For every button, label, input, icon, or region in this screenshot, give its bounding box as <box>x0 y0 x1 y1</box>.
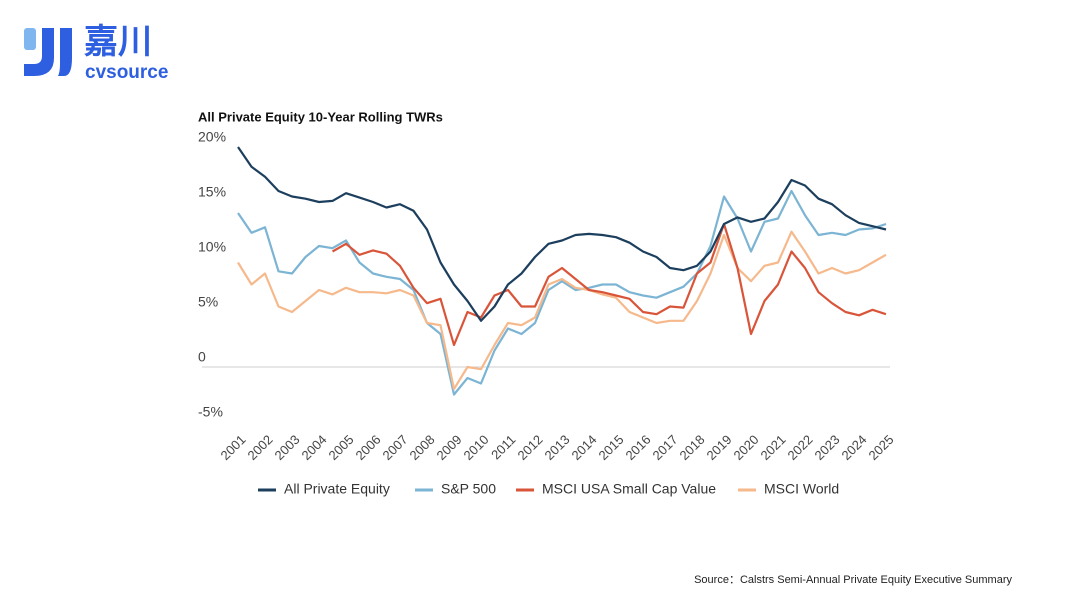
logo-bar <box>58 28 72 76</box>
x-tick-label: 2014 <box>568 432 599 463</box>
legend-label: MSCI USA Small Cap Value <box>542 481 716 497</box>
logo-bar <box>24 28 54 76</box>
x-tick-label: 2005 <box>325 432 356 463</box>
y-tick-label: 0 <box>198 349 206 365</box>
y-tick-label: 10% <box>198 239 226 255</box>
y-tick-label: 5% <box>198 294 218 310</box>
logo-mark <box>24 28 72 76</box>
legend-label: All Private Equity <box>284 481 390 497</box>
x-tick-label: 2011 <box>488 432 518 462</box>
legend-label: MSCI World <box>764 481 839 497</box>
x-tick-label: 2012 <box>514 432 545 463</box>
y-tick-label: -5% <box>198 404 223 420</box>
x-tick-label: 2022 <box>784 432 815 463</box>
x-tick-label: 2008 <box>406 432 437 463</box>
series-line <box>237 146 887 322</box>
x-tick-label: 2002 <box>244 432 275 463</box>
logo-brand: cvsource <box>85 62 168 83</box>
x-tick-label: 2023 <box>811 432 842 463</box>
y-tick-label: 20% <box>198 129 226 145</box>
series-line <box>237 230 887 391</box>
x-tick-label: 2019 <box>703 432 734 463</box>
x-tick-label: 2006 <box>352 432 383 463</box>
x-tick-label: 2024 <box>838 432 869 463</box>
logo-name: 嘉川 <box>84 23 152 61</box>
x-tick-label: 2013 <box>541 432 572 463</box>
x-tick-label: 2009 <box>433 432 464 463</box>
x-tick-label: 2007 <box>379 432 410 463</box>
logo-bar <box>24 28 36 50</box>
source-note: Source：Calstrs Semi-Annual Private Equit… <box>694 574 1012 586</box>
x-tick-label: 2003 <box>271 432 302 463</box>
x-tick-label: 2020 <box>730 432 761 463</box>
x-tick-label: 2025 <box>865 432 896 463</box>
x-tick-label: 2016 <box>622 432 653 463</box>
x-tick-label: 2017 <box>649 432 680 463</box>
x-tick-label: 2015 <box>595 432 626 463</box>
legend-label: S&P 500 <box>441 481 496 497</box>
series-line <box>237 189 887 396</box>
chart-title: All Private Equity 10-Year Rolling TWRs <box>198 109 443 124</box>
x-tick-label: 2010 <box>460 432 491 463</box>
x-tick-label: 2001 <box>217 432 248 463</box>
x-tick-label: 2018 <box>676 432 707 463</box>
series-line <box>331 222 887 347</box>
x-tick-label: 2004 <box>298 432 329 463</box>
x-tick-label: 2021 <box>757 432 788 463</box>
y-tick-label: 15% <box>198 184 226 200</box>
